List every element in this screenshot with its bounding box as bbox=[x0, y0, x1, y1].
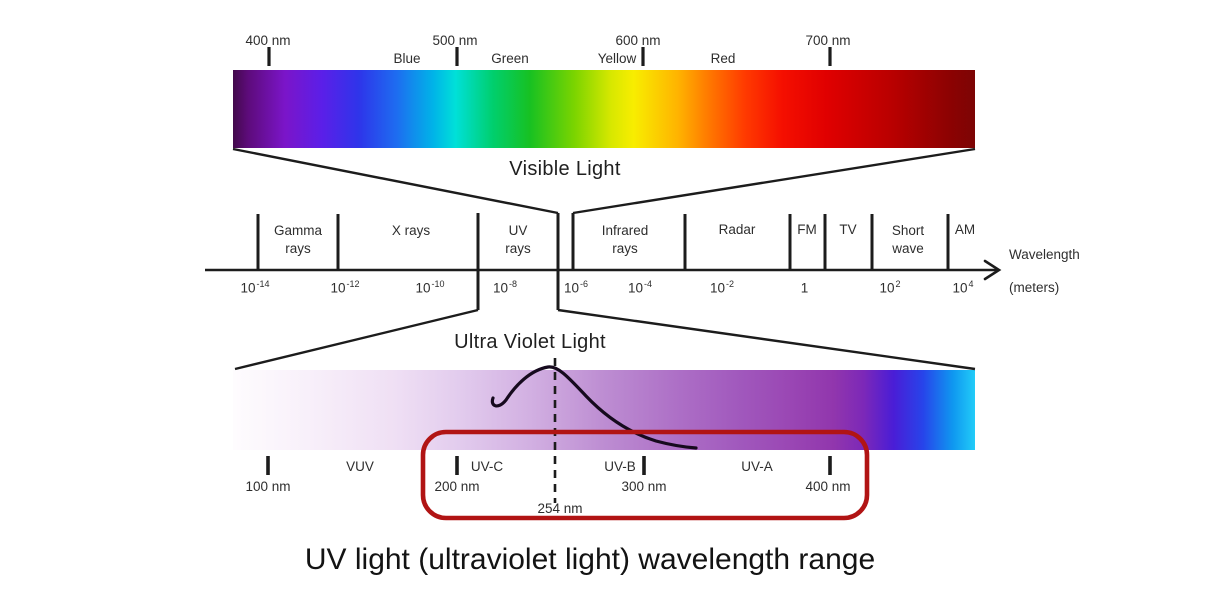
scale-label-1: 1 bbox=[801, 279, 810, 296]
scale-exponent: 4 bbox=[968, 279, 974, 289]
scale-label-1e2: 102 bbox=[879, 279, 900, 296]
color-label-red: Red bbox=[710, 51, 736, 66]
axis-arrow-icon bbox=[983, 259, 1002, 281]
axis-unit-label-wavelength: Wavelength bbox=[1009, 247, 1080, 262]
uv-range-highlight-box bbox=[420, 429, 870, 521]
scale-base: 1 bbox=[800, 280, 809, 296]
uv-wavelength-ticks bbox=[266, 456, 832, 475]
color-label-blue: Blue bbox=[393, 51, 421, 66]
visible-wavelength-label-600nm: 600 nm bbox=[615, 33, 661, 48]
axis-unit-label-meters: (meters) bbox=[1009, 280, 1060, 295]
scale-label-1e-10: 10-10 bbox=[415, 279, 444, 296]
scale-label-1e-6: 10-6 bbox=[564, 279, 588, 296]
scale-exponent: -2 bbox=[726, 279, 735, 289]
scale-base: 10 bbox=[952, 280, 968, 296]
band-label-am: AM bbox=[954, 222, 976, 237]
em-axis bbox=[205, 213, 1002, 310]
uv-funnel-lines bbox=[234, 308, 976, 371]
band-label-uv-rays: UV rays bbox=[505, 223, 531, 257]
diagram-caption: UV light (ultraviolet light) wavelength … bbox=[304, 543, 876, 576]
scale-base: 10 bbox=[627, 280, 644, 296]
scale-exponent: 2 bbox=[895, 279, 901, 289]
band-label-tv: TV bbox=[839, 222, 857, 237]
scale-label-1e4: 104 bbox=[952, 279, 973, 296]
scale-base: 10 bbox=[492, 280, 509, 296]
scale-exponent: -6 bbox=[580, 279, 589, 289]
scale-base: 10 bbox=[240, 280, 256, 296]
scale-exponent: -8 bbox=[509, 279, 518, 289]
band-label-infrared-rays: Infrared rays bbox=[601, 223, 649, 257]
scale-base: 10 bbox=[879, 280, 895, 296]
scale-base: 10 bbox=[563, 280, 580, 296]
band-label-gamma-rays: Gamma rays bbox=[273, 223, 322, 257]
peak-wavelength-label: 254 nm bbox=[537, 501, 583, 516]
uv-region-label-uvc: UV-C bbox=[470, 459, 504, 474]
ultraviolet-light-title: Ultra Violet Light bbox=[454, 331, 606, 353]
uv-wavelength-label-200nm: 200 nm bbox=[434, 479, 480, 494]
uv-region-label-uva: UV-A bbox=[741, 459, 773, 474]
scale-label-1e-8: 10-8 bbox=[493, 279, 517, 296]
scale-label-1e-12: 10-12 bbox=[330, 279, 359, 296]
uv-spectrum-bar bbox=[233, 370, 975, 450]
visible-wavelength-label-500nm: 500 nm bbox=[432, 33, 478, 48]
scale-base: 10 bbox=[415, 280, 431, 296]
uv-peak-curve bbox=[490, 365, 698, 450]
visible-wavelength-label-700nm: 700 nm bbox=[805, 33, 851, 48]
scale-label-1e-2: 10-2 bbox=[710, 279, 734, 296]
scale-exponent: -10 bbox=[431, 279, 445, 289]
color-label-green: Green bbox=[491, 51, 529, 66]
band-label-radar: Radar bbox=[718, 222, 756, 237]
visible-funnel-lines bbox=[232, 147, 976, 215]
color-label-yellow: Yellow bbox=[597, 51, 637, 66]
scale-exponent: -14 bbox=[256, 279, 270, 289]
band-label-x-rays: X rays bbox=[391, 223, 431, 238]
axis-ticks bbox=[256, 213, 950, 310]
visible-light-title: Visible Light bbox=[509, 158, 621, 180]
scale-base: 10 bbox=[709, 280, 726, 296]
uv-wavelength-label-100nm: 100 nm bbox=[245, 479, 291, 494]
scale-label-1e-4: 10-4 bbox=[628, 279, 652, 296]
visible-spectrum-bar bbox=[233, 70, 975, 148]
uv-region-label-vuv: VUV bbox=[346, 459, 374, 474]
band-label-fm: FM bbox=[797, 222, 817, 237]
uv-region-label-uvb: UV-B bbox=[604, 459, 636, 474]
band-label-short-wave: Short wave bbox=[891, 223, 925, 257]
uv-wavelength-label-300nm: 300 nm bbox=[621, 479, 667, 494]
scale-base: 10 bbox=[330, 280, 346, 296]
uv-wavelength-label-400nm: 400 nm bbox=[805, 479, 851, 494]
scale-label-1e-14: 10-14 bbox=[240, 279, 269, 296]
visible-wavelength-ticks bbox=[267, 47, 832, 66]
scale-exponent: -4 bbox=[644, 279, 653, 289]
visible-wavelength-label-400nm: 400 nm bbox=[245, 33, 291, 48]
scale-exponent: -12 bbox=[346, 279, 360, 289]
